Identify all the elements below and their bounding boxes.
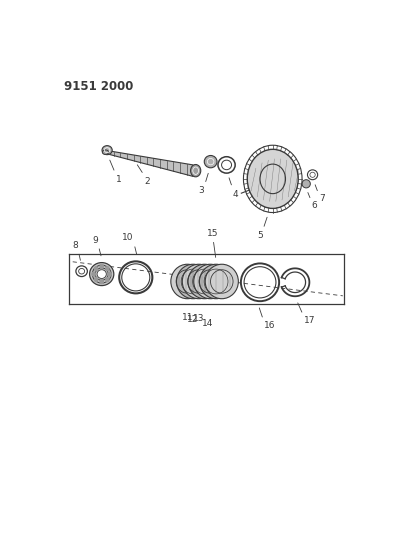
Ellipse shape [182,264,215,298]
Text: 2: 2 [145,177,150,186]
Circle shape [106,266,109,271]
Text: 13: 13 [193,314,205,324]
Text: 17: 17 [304,316,315,325]
Ellipse shape [205,264,238,298]
Ellipse shape [188,264,221,298]
Circle shape [100,264,103,269]
Text: 5: 5 [257,231,263,240]
Text: 7: 7 [319,195,325,204]
Text: 12: 12 [187,315,199,324]
Circle shape [100,280,103,284]
Text: 8: 8 [72,241,78,250]
Text: 9151 2000: 9151 2000 [64,80,134,93]
Text: 1: 1 [116,175,122,184]
Text: 10: 10 [122,233,134,243]
Circle shape [108,272,111,276]
Text: 16: 16 [264,321,275,330]
Text: 11: 11 [182,313,193,322]
Ellipse shape [102,150,109,155]
Text: 14: 14 [202,319,213,328]
Ellipse shape [199,264,233,298]
Circle shape [95,266,98,271]
Ellipse shape [102,146,112,155]
Ellipse shape [177,264,210,298]
Text: 3: 3 [199,186,204,195]
Text: 6: 6 [312,201,317,211]
Ellipse shape [171,264,204,298]
Text: 9: 9 [92,236,98,245]
Ellipse shape [191,165,201,177]
Circle shape [92,272,95,276]
Ellipse shape [302,180,310,188]
Circle shape [95,277,98,281]
Ellipse shape [247,149,298,208]
Text: 4: 4 [233,190,238,199]
Ellipse shape [90,263,114,286]
Polygon shape [107,150,193,176]
Circle shape [106,277,109,281]
Text: 15: 15 [208,229,219,238]
Ellipse shape [204,156,217,168]
Ellipse shape [194,264,227,298]
Ellipse shape [97,270,106,278]
